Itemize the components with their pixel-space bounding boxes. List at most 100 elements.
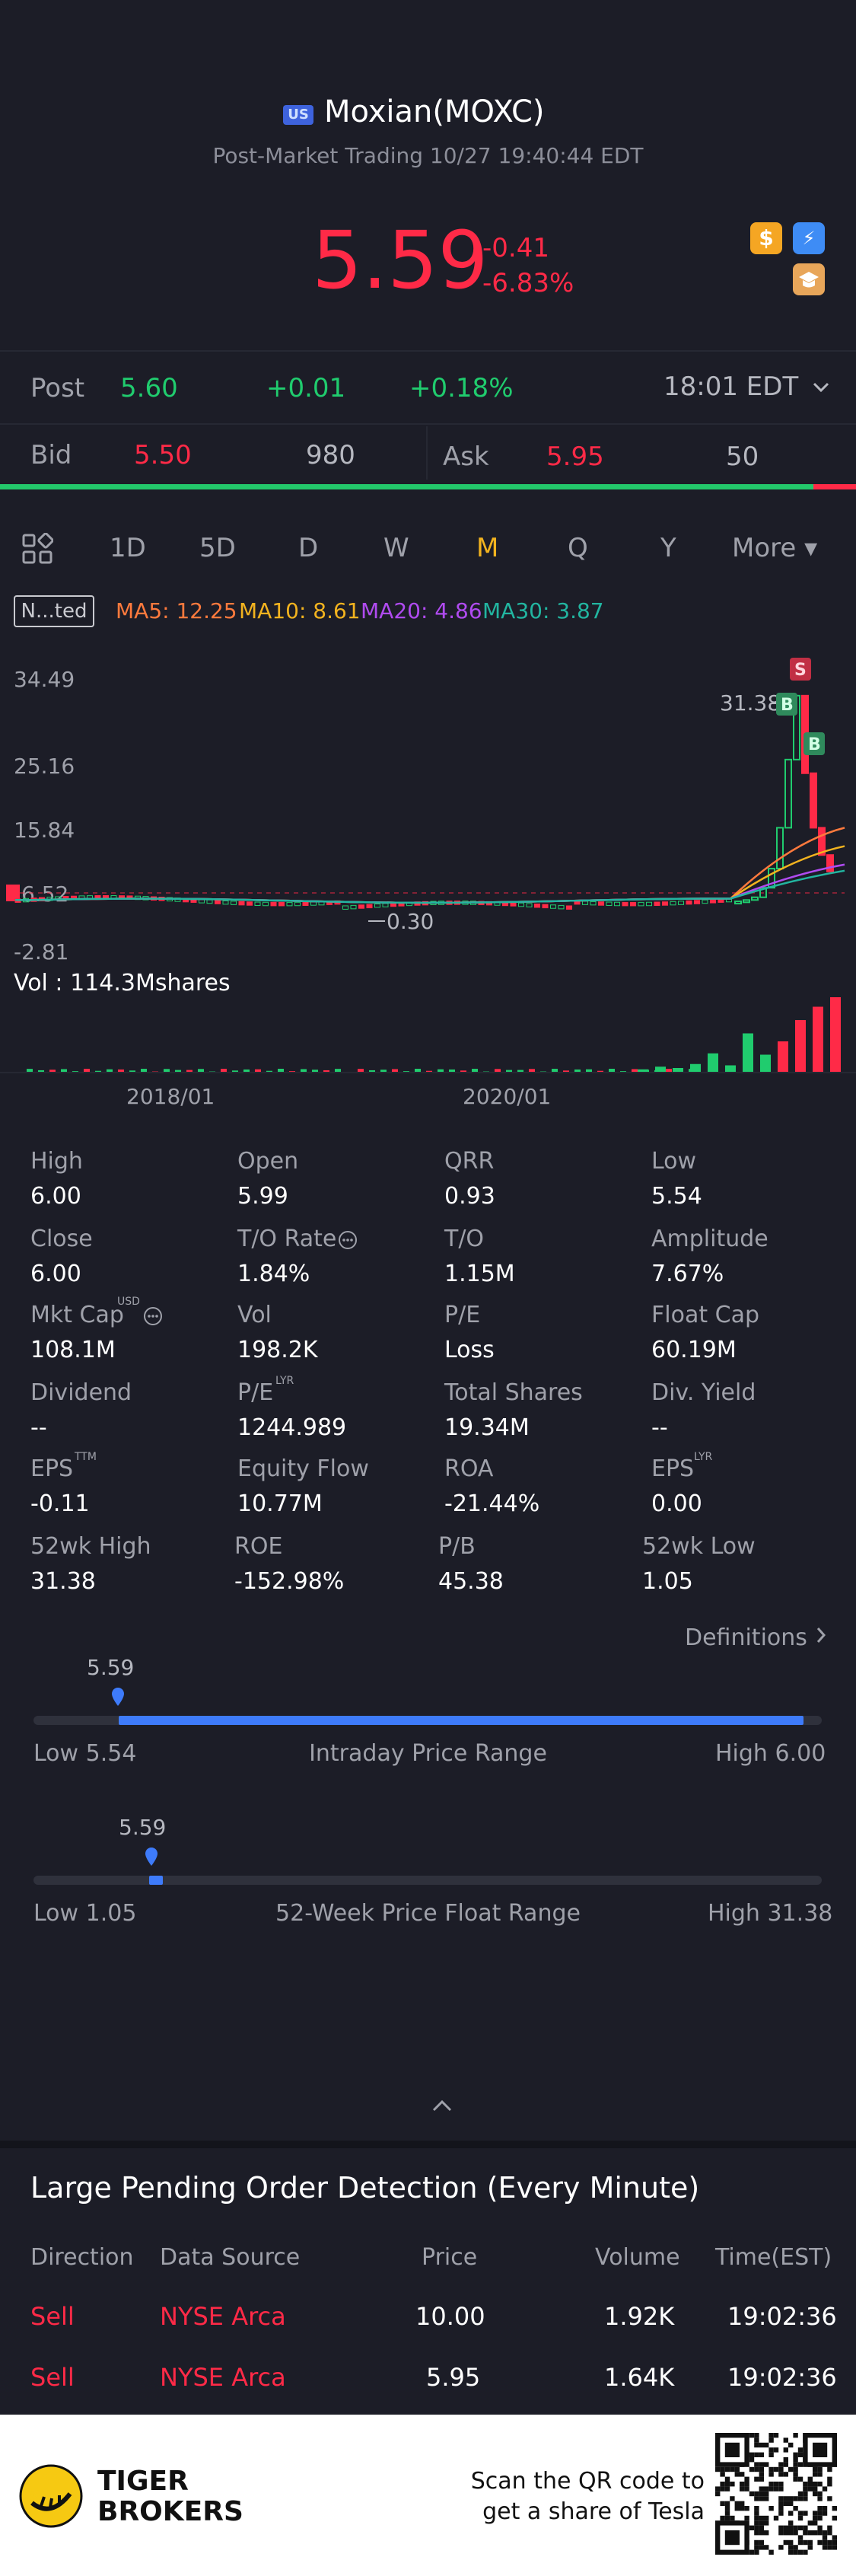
volume-bar	[673, 1068, 683, 1073]
volume-bar	[690, 1063, 701, 1073]
qr-module	[759, 2466, 764, 2472]
qr-module	[759, 2442, 764, 2448]
qr-module	[783, 2501, 788, 2506]
col-direction: Direction	[30, 2244, 134, 2271]
qr-module	[817, 2491, 823, 2497]
qr-module	[807, 2530, 813, 2536]
candle	[810, 772, 817, 829]
stock-title: Moxian(MOXC)	[324, 94, 545, 129]
volume-bar	[778, 1041, 788, 1073]
qr-module	[759, 2496, 764, 2501]
row-direction: Sell	[30, 2363, 75, 2392]
volume-bar	[118, 1069, 124, 1073]
qr-module	[803, 2525, 808, 2530]
qr-module	[724, 2506, 730, 2511]
qr-module	[734, 2506, 740, 2511]
qr-module	[817, 2466, 823, 2472]
tab-d[interactable]: D	[298, 533, 319, 563]
kline-chart[interactable]: 31.38 0.30 S B B	[0, 655, 856, 974]
location-pin-icon	[145, 1848, 158, 1866]
qr-module	[797, 2525, 803, 2530]
tab-1d[interactable]: 1D	[110, 533, 146, 563]
sell-signal-box	[790, 658, 811, 681]
ma30-value: MA30: 3.87	[482, 598, 604, 623]
qr-module	[778, 2472, 784, 2477]
tiger-brokers-logo	[19, 2464, 83, 2528]
qr-module	[740, 2506, 745, 2511]
candle	[734, 901, 742, 905]
buy-signal-badge: B	[776, 693, 797, 716]
stat-value: 31.38	[30, 1568, 96, 1595]
volume-bar	[49, 1070, 56, 1073]
candle	[776, 827, 784, 870]
qr-module	[724, 2482, 730, 2487]
qr-module	[832, 2545, 837, 2550]
qr-module	[797, 2462, 803, 2467]
info-icon[interactable]	[338, 1230, 358, 1250]
stat-label: EPS	[30, 1455, 74, 1482]
qr-module	[764, 2496, 769, 2501]
qr-module	[754, 2442, 759, 2448]
dollar-icon[interactable]: $	[750, 222, 782, 254]
qr-module	[754, 2539, 759, 2546]
volume-bar	[186, 1070, 193, 1073]
tab-5d[interactable]: 5D	[199, 533, 236, 563]
qr-module	[807, 2520, 813, 2526]
grid-icon[interactable]	[21, 532, 54, 565]
candle	[518, 902, 524, 907]
divider	[0, 350, 856, 352]
qr-module	[720, 2472, 725, 2477]
qr-module	[827, 2482, 832, 2487]
row-direction: Sell	[30, 2302, 75, 2331]
post-time-selector[interactable]: 18:01 EDT	[663, 371, 831, 402]
row-time: 19:02:36	[727, 2302, 837, 2331]
ask-ratio-bar	[813, 484, 856, 489]
stat-label: T/O	[444, 1226, 485, 1252]
tab-w[interactable]: W	[383, 533, 409, 563]
col-volume: Volume	[595, 2244, 680, 2271]
qr-module	[822, 2535, 828, 2540]
qr-module	[754, 2506, 759, 2511]
ma5-value: MA5: 12.25	[116, 598, 237, 623]
lyr-superscript: LYR	[275, 1375, 294, 1387]
volume-bar	[725, 1065, 736, 1073]
tab-more[interactable]: More ▾	[732, 533, 818, 563]
bid-label: Bid	[30, 440, 72, 470]
info-icon[interactable]	[143, 1306, 163, 1326]
volume-bar	[301, 1069, 307, 1073]
intraday-high: High 6.00	[715, 1740, 826, 1767]
candle	[678, 901, 684, 905]
qr-module	[754, 2511, 759, 2516]
definitions-link[interactable]: Definitions	[685, 1624, 828, 1651]
tab-m[interactable]: M	[476, 533, 499, 563]
qr-module	[720, 2486, 725, 2492]
currency-superscript: USD	[117, 1296, 140, 1308]
sell-signal-text: S	[794, 661, 807, 680]
qr-module	[807, 2476, 813, 2482]
qr-module	[817, 2482, 823, 2487]
qr-module	[759, 2515, 764, 2521]
qr-module	[803, 2511, 808, 2516]
qr-module	[759, 2530, 764, 2536]
qr-module	[832, 2535, 837, 2540]
qr-code[interactable]	[715, 2433, 837, 2555]
course-icon[interactable]	[793, 263, 825, 295]
flash-icon[interactable]: ⚡	[793, 222, 825, 254]
stat-label: P/B	[438, 1533, 476, 1560]
indicator-select-button[interactable]: N...ted	[14, 595, 94, 627]
brand-line: BROKERS	[97, 2496, 243, 2527]
qr-module	[773, 2515, 779, 2521]
qr-module	[817, 2525, 823, 2530]
candle	[550, 904, 556, 909]
qr-module	[817, 2530, 823, 2536]
chevron-up-icon[interactable]	[431, 2098, 453, 2113]
qr-module	[720, 2482, 725, 2487]
tab-y[interactable]: Y	[660, 533, 676, 563]
tab-q[interactable]: Q	[568, 533, 588, 563]
volume-bar	[164, 1069, 170, 1073]
qr-module	[759, 2491, 764, 2497]
col-data-source: Data Source	[160, 2244, 301, 2271]
buy-signal-text: B	[781, 696, 794, 715]
definitions-label: Definitions	[685, 1624, 807, 1651]
qr-module	[793, 2530, 798, 2536]
